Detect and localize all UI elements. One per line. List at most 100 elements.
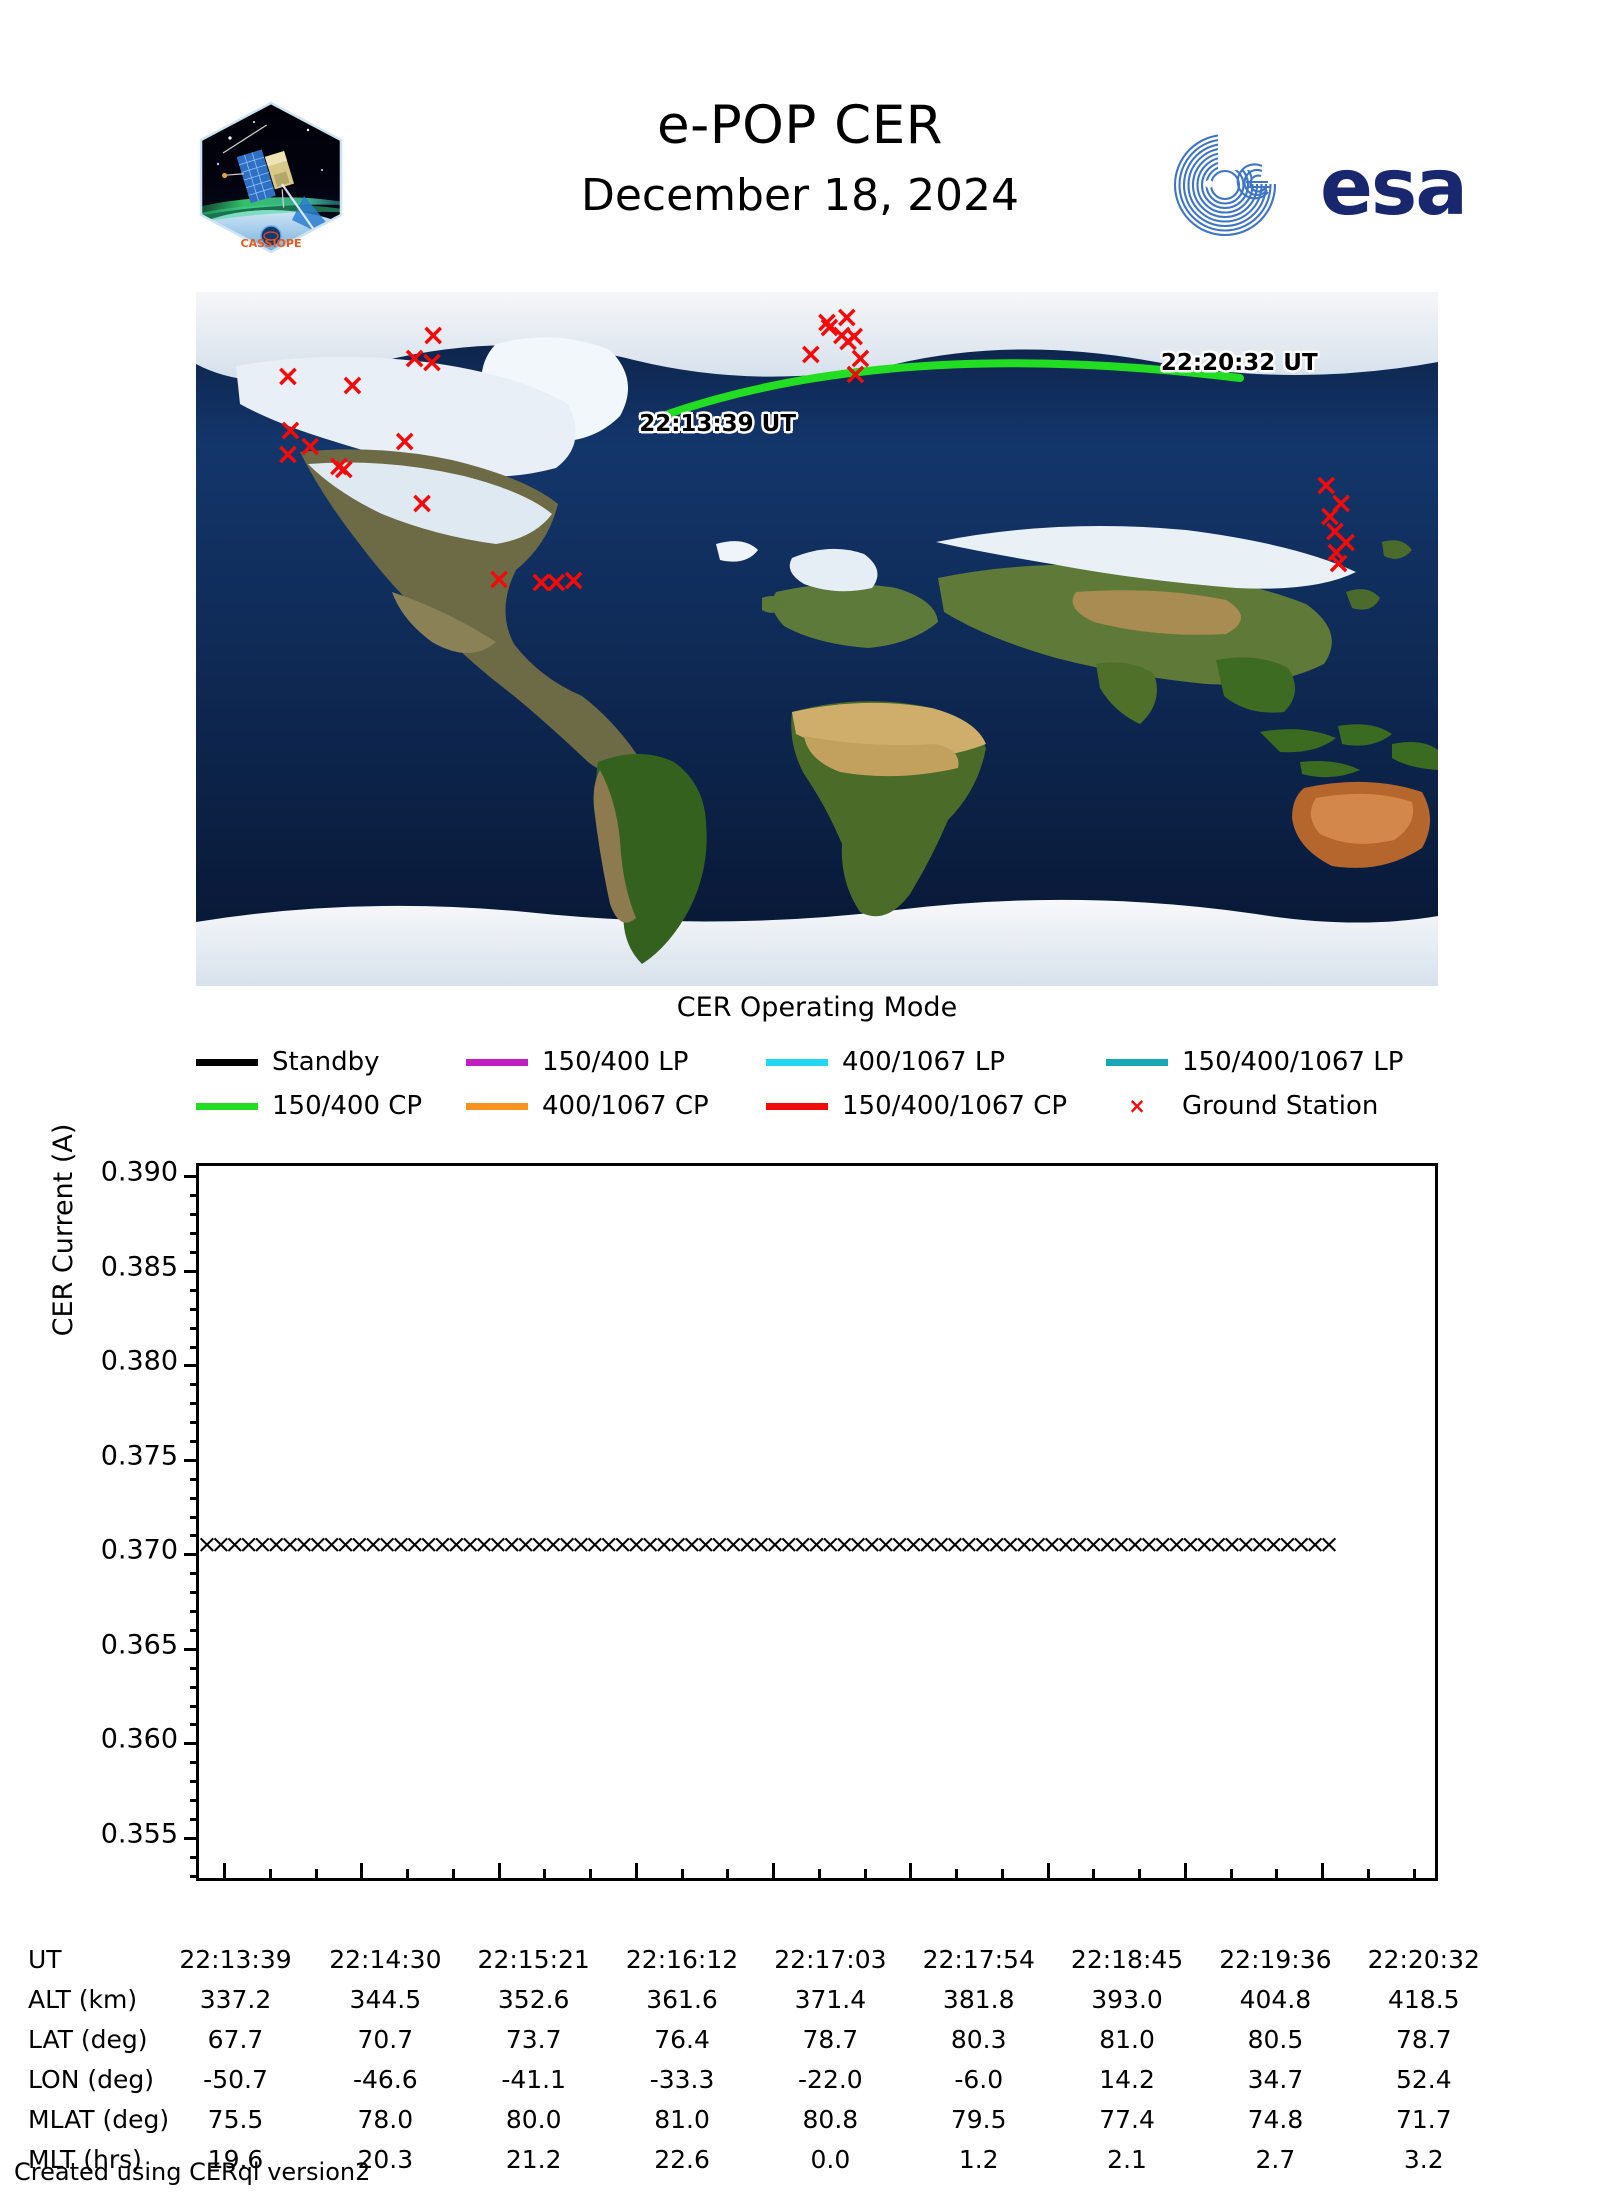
x-axis-minor-tick (1000, 1869, 1004, 1878)
data-point-marker: × (681, 1529, 703, 1559)
legend-item: Standby (196, 1047, 466, 1077)
satellite-ground-track (664, 359, 1244, 418)
cer-current-series: × × × × × × × × × × × × × × × × × × × × × × × × × × × × × × × × × × × × × × × ×… (197, 1166, 1435, 1878)
table-cell: 22:17:03 (774, 1945, 887, 1974)
x-axis-minor-tick (817, 1869, 821, 1878)
table-cell: 361.6 (646, 1985, 718, 2014)
table-cell: 70.7 (357, 2025, 414, 2054)
ground-station-marker: × (528, 565, 554, 601)
legend-item: × Ground Station (1106, 1091, 1456, 1121)
table-cell: 19.6 (207, 2145, 264, 2174)
data-point-marker: × (709, 1529, 730, 1559)
legend-label: 150/400 LP (542, 1047, 689, 1077)
ground-station-marker: × (275, 437, 301, 473)
y-axis-minor-tick (190, 1232, 199, 1236)
ground-station-marker: × (339, 367, 366, 403)
x-axis-major-tick (1183, 1863, 1187, 1878)
x-axis-minor-tick (314, 1869, 318, 1878)
data-point-marker: × (902, 1529, 924, 1559)
y-axis-minor-tick (190, 1326, 199, 1330)
y-axis-minor-tick (190, 1723, 199, 1727)
data-point-marker: × (833, 1529, 855, 1559)
table-cell: 52.4 (1395, 2065, 1452, 2094)
table-cell: 2.7 (1255, 2145, 1296, 2174)
table-cell: 371.4 (794, 1985, 867, 2014)
data-point-marker: × (612, 1529, 634, 1559)
data-point-marker: × (1083, 1529, 1104, 1559)
legend-color-swatch (766, 1102, 828, 1110)
x-axis-major-tick (634, 1863, 638, 1878)
y-axis-minor-tick (190, 1628, 199, 1632)
data-point-marker: × (986, 1529, 1008, 1559)
data-point-marker: × (445, 1529, 467, 1559)
data-point-marker: × (556, 1529, 578, 1559)
data-point-marker: × (431, 1529, 453, 1559)
data-point-marker: × (1166, 1529, 1188, 1559)
table-cell: 22.6 (654, 2145, 710, 2174)
data-point-marker: × (764, 1529, 786, 1559)
y-axis-major-tick (184, 1553, 199, 1557)
data-point-marker: × (1096, 1529, 1118, 1559)
table-cell: 81.0 (1099, 2025, 1155, 2054)
ground-station-marker: × (798, 337, 824, 373)
y-axis-minor-tick (190, 1666, 199, 1670)
y-axis-major-tick (184, 1647, 199, 1651)
table-row-header: ALT (km) (28, 1985, 138, 2014)
table-row: UT 22:13:39 22:14:30 22:15:21 22:16:12 22:17:… (28, 1940, 1498, 1980)
x-axis-minor-tick (451, 1869, 455, 1878)
table-cell: -33.3 (649, 2065, 715, 2094)
x-axis-minor-tick (1412, 1869, 1416, 1878)
y-axis-tick-label: 0.355 (100, 1818, 178, 1850)
table-cell: 2.1 (1107, 2145, 1147, 2174)
title-block: e-POP CER December 18, 2024 (400, 95, 1200, 225)
legend-color-swatch (1106, 1058, 1168, 1066)
data-point-marker: × (750, 1529, 772, 1559)
table-cell: 1.2 (958, 2145, 999, 2174)
table-cell: 381.8 (942, 1985, 1015, 2014)
ground-station-marker: × (326, 448, 352, 484)
ground-station-marker: × (816, 310, 842, 346)
legend-row: 150/400 CP 400/1067 CP 150/400/1067 CP × Gro… (196, 1084, 1456, 1128)
ephemeris-table-body: UT 22:13:39 22:14:30 22:15:21 22:16:12 22:17:… (28, 1940, 1498, 2180)
ground-station-marker: × (1333, 524, 1359, 560)
table-cell: 344.5 (349, 1985, 422, 2014)
y-axis-minor-tick (190, 1421, 199, 1425)
ground-station-marker: × (277, 412, 303, 448)
x-axis-major-tick (497, 1863, 501, 1878)
legend-color-swatch (466, 1058, 528, 1066)
data-point-marker: × (598, 1529, 620, 1559)
legend-item: 150/400/1067 LP (1106, 1047, 1456, 1077)
data-point-marker: × (515, 1529, 537, 1559)
data-point-marker: × (1055, 1529, 1077, 1559)
ground-station-marker: × (1326, 546, 1352, 582)
page-title: e-POP CER (656, 95, 944, 156)
legend-item: 150/400/1067 CP (766, 1091, 1106, 1121)
y-axis-minor-tick (190, 1477, 199, 1481)
table-cell: 14.2 (1099, 2065, 1155, 2094)
page-date: December 18, 2024 (580, 170, 1020, 221)
cer-current-plot: × × × × × × × × × × × × × × × × × × × × × × × × × × × × × × × × × × × × × × × ×… (184, 1163, 1438, 1881)
x-axis-minor-tick (543, 1869, 547, 1878)
ground-station-marker: × (1322, 514, 1348, 550)
data-point-marker: × (1221, 1529, 1243, 1559)
data-point-marker: × (778, 1529, 800, 1559)
x-axis-minor-tick (406, 1869, 409, 1878)
ground-station-marker: × (1328, 485, 1354, 521)
table-cell: -41.1 (501, 2065, 567, 2094)
x-axis-major-tick (1321, 1863, 1324, 1878)
table-cell: 78.0 (357, 2105, 414, 2134)
table-cell: 22:16:12 (625, 1945, 739, 1974)
data-point-marker: × (889, 1529, 911, 1559)
data-point-marker: × (1041, 1529, 1063, 1559)
table-cell: 77.4 (1099, 2105, 1155, 2134)
table-cell: 21.2 (505, 2145, 562, 2174)
y-axis-minor-tick (190, 1610, 199, 1614)
table-cell: 75.5 (207, 2105, 264, 2134)
legend-item: 400/1067 CP (466, 1091, 766, 1121)
y-axis-minor-tick (190, 1383, 199, 1387)
data-point-marker: × (861, 1529, 883, 1559)
data-point-marker: × (265, 1529, 287, 1559)
legend-color-swatch (466, 1102, 528, 1110)
ground-station-marker: × (1323, 534, 1349, 570)
x-axis-minor-tick (268, 1869, 272, 1878)
